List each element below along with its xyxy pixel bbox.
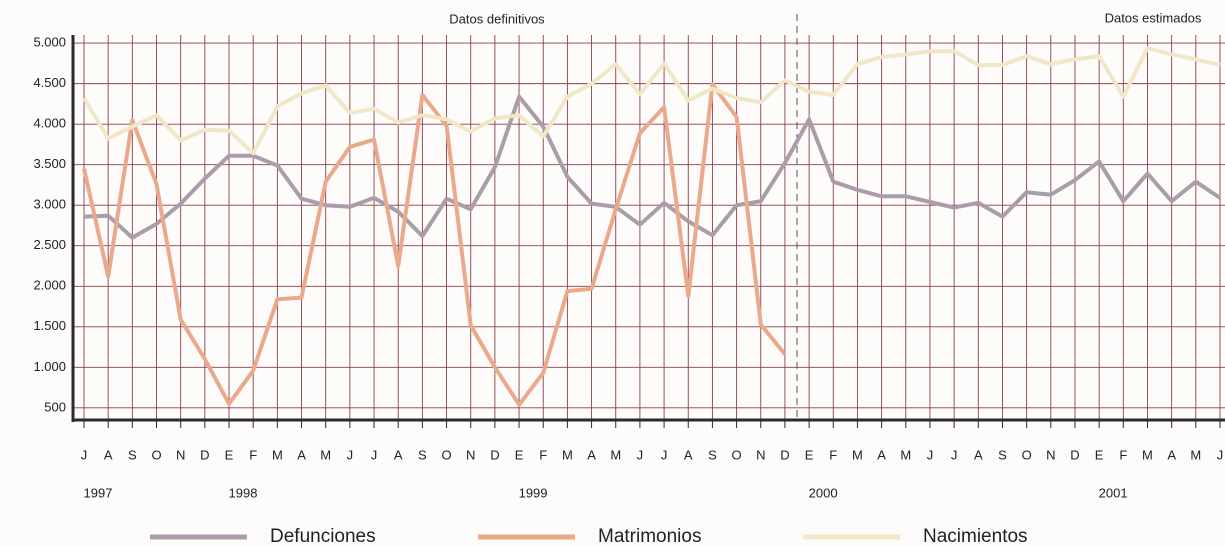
legend-label: Nacimientos [923,526,1028,546]
y-tick-label: 4.000 [33,116,66,131]
y-tick-label: 2.500 [33,237,66,252]
x-tick-label: O [732,447,742,462]
x-tick-label: E [805,447,814,462]
y-tick-label: 2.000 [33,278,66,293]
year-label: 1997 [84,485,113,500]
x-tick-label: A [1167,447,1176,462]
legend-label: Matrimonios [598,526,701,546]
x-tick-label: O [1022,447,1032,462]
series-line [82,82,787,407]
x-tick-label: A [394,447,403,462]
x-tick-label: F [1119,447,1127,462]
x-tick-label: N [176,447,185,462]
x-tick-label: A [297,447,306,462]
x-tick-label: M [852,447,863,462]
x-tick-label: S [998,447,1007,462]
y-tick-label: 500 [44,399,66,414]
x-tick-label: J [81,447,88,462]
x-tick-label: N [1046,447,1055,462]
x-tick-label: D [1070,447,1079,462]
x-tick-label: E [515,447,524,462]
x-tick-label: F [829,447,837,462]
x-tick-label: D [490,447,499,462]
x-tick-label: A [104,447,113,462]
x-tick-label: J [637,447,644,462]
year-label: 2000 [809,485,838,500]
x-tick-label: D [200,447,209,462]
x-tick-label: M [1190,447,1201,462]
year-label: 1999 [519,485,548,500]
x-tick-label: A [877,447,886,462]
x-tick-label: M [1142,447,1153,462]
x-tick-label: S [708,447,717,462]
x-tick-label: F [249,447,257,462]
x-tick-label: J [661,447,668,462]
series-line [82,46,1221,156]
legend: Defunciones Matrimonios Nacimientos [150,526,1028,546]
x-tick-label: J [1217,447,1224,462]
x-tick-label: S [418,447,427,462]
grid [73,35,1225,420]
x-tick-label: D [780,447,789,462]
y-tick-label: 1.000 [33,359,66,374]
annotation: Datos definitivos [449,11,545,26]
x-tick-label: J [347,447,354,462]
x-tick-label: A [587,447,596,462]
x-tick-label: O [441,447,451,462]
series-line [83,94,1222,240]
x-tick-label: J [927,447,934,462]
x-tick-label: S [128,447,137,462]
x-tick-label: M [320,447,331,462]
lines [82,46,1222,407]
x-tick-label: F [539,447,547,462]
x-tick-label: J [951,447,958,462]
x-tick-label: A [684,447,693,462]
x-tick-label: M [562,447,573,462]
year-label: 2001 [1099,485,1128,500]
x-tick-label: E [225,447,234,462]
x-tick-label: E [1095,447,1104,462]
legend-label: Defunciones [270,526,376,546]
x-tick-label: O [151,447,161,462]
x-tick-label: M [610,447,621,462]
x-tick-label: J [371,447,378,462]
y-tick-label: 4.500 [33,75,66,90]
year-label: 1998 [229,485,258,500]
y-tick-label: 5.000 [33,35,66,50]
x-tick-label: N [756,447,765,462]
annotation: Datos estimados [1105,10,1202,25]
x-tick-label: A [974,447,983,462]
x-tick-label: N [466,447,475,462]
y-tick-label: 1.500 [33,318,66,333]
y-tick-label: 3.000 [33,197,66,212]
x-tick-label: M [272,447,283,462]
x-tick-label: M [900,447,911,462]
y-tick-label: 3.500 [33,156,66,171]
